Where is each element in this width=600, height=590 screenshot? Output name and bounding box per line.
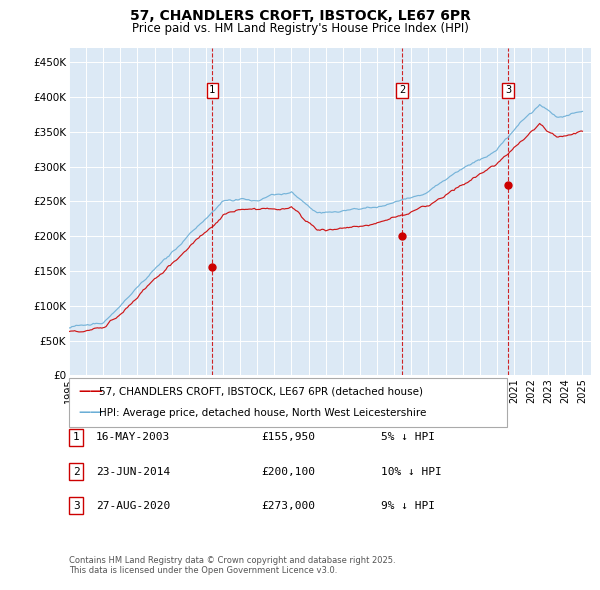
Text: 1: 1 xyxy=(73,432,80,442)
Text: 23-JUN-2014: 23-JUN-2014 xyxy=(96,467,170,477)
Text: 1: 1 xyxy=(209,85,215,95)
Text: 9% ↓ HPI: 9% ↓ HPI xyxy=(381,501,435,511)
Text: £273,000: £273,000 xyxy=(261,501,315,511)
Text: 16-MAY-2003: 16-MAY-2003 xyxy=(96,432,170,442)
Text: ——: —— xyxy=(78,406,103,419)
Text: HPI: Average price, detached house, North West Leicestershire: HPI: Average price, detached house, Nort… xyxy=(99,408,427,418)
Text: 2: 2 xyxy=(399,85,406,95)
Text: 2: 2 xyxy=(73,467,80,477)
Text: 5% ↓ HPI: 5% ↓ HPI xyxy=(381,432,435,442)
Text: £155,950: £155,950 xyxy=(261,432,315,442)
Text: 3: 3 xyxy=(505,85,511,95)
Text: 27-AUG-2020: 27-AUG-2020 xyxy=(96,501,170,511)
Text: £200,100: £200,100 xyxy=(261,467,315,477)
Text: Contains HM Land Registry data © Crown copyright and database right 2025.
This d: Contains HM Land Registry data © Crown c… xyxy=(69,556,395,575)
Text: ——: —— xyxy=(78,385,103,398)
Text: 3: 3 xyxy=(73,501,80,511)
Text: Price paid vs. HM Land Registry's House Price Index (HPI): Price paid vs. HM Land Registry's House … xyxy=(131,22,469,35)
Text: 57, CHANDLERS CROFT, IBSTOCK, LE67 6PR (detached house): 57, CHANDLERS CROFT, IBSTOCK, LE67 6PR (… xyxy=(99,386,423,396)
Text: 10% ↓ HPI: 10% ↓ HPI xyxy=(381,467,442,477)
Text: 57, CHANDLERS CROFT, IBSTOCK, LE67 6PR: 57, CHANDLERS CROFT, IBSTOCK, LE67 6PR xyxy=(130,9,470,23)
